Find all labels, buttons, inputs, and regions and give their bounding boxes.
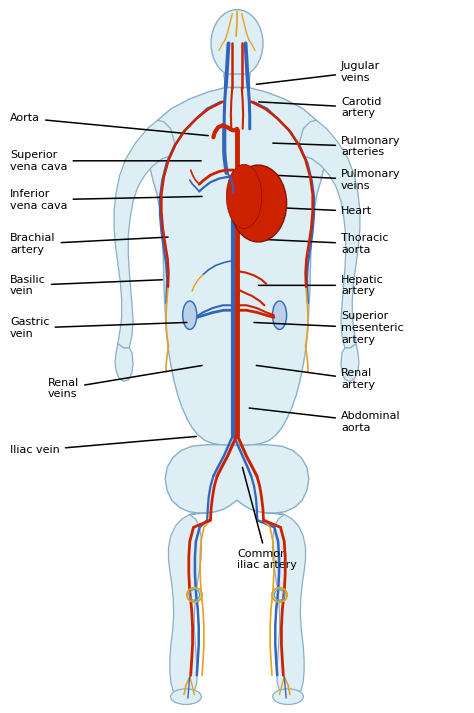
Text: Aorta: Aorta	[10, 113, 208, 135]
Ellipse shape	[211, 9, 263, 77]
Text: Gastric
vein: Gastric vein	[10, 317, 187, 339]
Polygon shape	[300, 120, 360, 348]
Polygon shape	[168, 513, 208, 694]
Text: Renal
veins: Renal veins	[48, 366, 202, 399]
Text: Pulmonary
veins: Pulmonary veins	[273, 169, 401, 191]
Polygon shape	[224, 74, 250, 88]
Text: Thoracic
aorta: Thoracic aorta	[259, 233, 389, 255]
Text: Iliac vein: Iliac vein	[10, 436, 196, 456]
Ellipse shape	[230, 165, 287, 242]
Text: Common
iliac artery: Common iliac artery	[237, 467, 297, 570]
Text: Basilic
vein: Basilic vein	[10, 275, 163, 296]
Ellipse shape	[273, 689, 303, 704]
Text: Brachial
artery: Brachial artery	[10, 233, 168, 255]
Text: Pulmonary
arteries: Pulmonary arteries	[273, 135, 401, 158]
Polygon shape	[341, 344, 359, 381]
Text: Hepatic
artery: Hepatic artery	[259, 275, 384, 296]
Text: Superior
mesenteric
artery: Superior mesenteric artery	[254, 312, 403, 344]
Text: Jugular
veins: Jugular veins	[256, 61, 380, 84]
Ellipse shape	[182, 301, 197, 329]
Ellipse shape	[171, 689, 201, 704]
Text: Heart: Heart	[268, 206, 372, 216]
Ellipse shape	[273, 301, 287, 329]
Ellipse shape	[227, 165, 262, 228]
Text: Abdominal
aorta: Abdominal aorta	[249, 408, 401, 433]
Text: Renal
artery: Renal artery	[256, 366, 375, 390]
Text: Superior
vena cava: Superior vena cava	[10, 150, 201, 172]
Text: Carotid
artery: Carotid artery	[259, 97, 382, 118]
Polygon shape	[114, 120, 174, 348]
Polygon shape	[266, 513, 306, 694]
Polygon shape	[165, 445, 309, 513]
Text: Inferior
vena cava: Inferior vena cava	[10, 189, 202, 211]
Polygon shape	[115, 344, 133, 381]
Polygon shape	[148, 88, 326, 446]
